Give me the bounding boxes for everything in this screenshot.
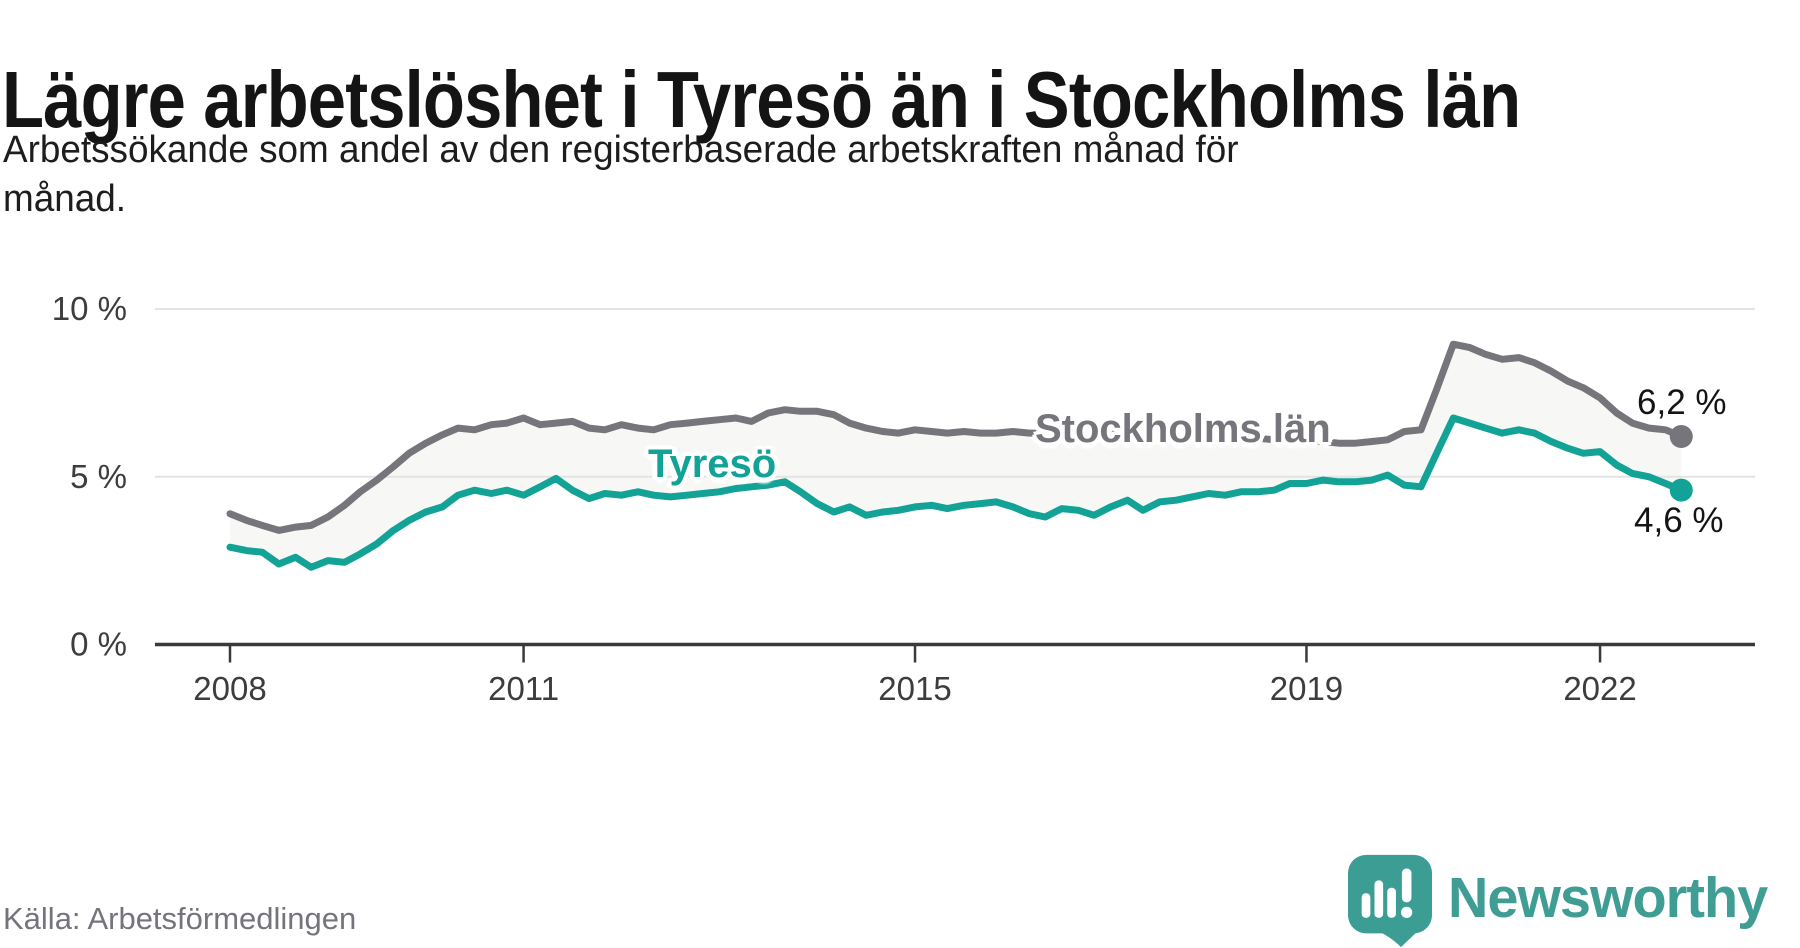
series-label-stockholms-lan: Stockholms län bbox=[1035, 407, 1331, 451]
x-tick-label-2022: 2022 bbox=[1563, 670, 1636, 707]
series-band-fill bbox=[230, 344, 1682, 568]
y-tick-label-10pct: 10 % bbox=[52, 290, 127, 327]
newsworthy-logo: Newsworthy bbox=[1344, 853, 1800, 948]
x-tick-label-2015: 2015 bbox=[878, 670, 951, 707]
end-value-tyreso: 4,6 % bbox=[1634, 501, 1724, 540]
newsworthy-logo-icon bbox=[1347, 854, 1433, 948]
page-title: Lägre arbetslöshet i Tyresö än i Stockho… bbox=[2, 54, 1521, 144]
series-line-stockholms-lan bbox=[226, 340, 1685, 534]
y-tick-label-0pct: 0 % bbox=[70, 626, 127, 663]
x-tick-label-2011: 2011 bbox=[488, 670, 559, 707]
y-tick-label-5pct: 5 % bbox=[70, 458, 127, 495]
chart-subtitle: Arbetssökande som andel av den registerb… bbox=[3, 126, 1555, 223]
subtitle-line-2: månad. bbox=[3, 177, 126, 220]
end-value-stockholms-lan: 6,2 % bbox=[1637, 383, 1727, 422]
series-line-tyreso bbox=[226, 414, 1685, 571]
series-end-dot-tyreso bbox=[1669, 478, 1693, 502]
subtitle-line-1: Arbetssökande som andel av den registerb… bbox=[3, 129, 1239, 171]
x-tick-label-2019: 2019 bbox=[1270, 670, 1343, 707]
x-tick-label-2008: 2008 bbox=[193, 670, 266, 707]
series-label-tyreso: Tyresö bbox=[648, 442, 777, 486]
source-note: Källa: Arbetsförmedlingen bbox=[3, 901, 357, 936]
series-end-dot-stockholms-lan bbox=[1669, 424, 1693, 448]
newsworthy-wordmark: Newsworthy bbox=[1448, 866, 1768, 930]
